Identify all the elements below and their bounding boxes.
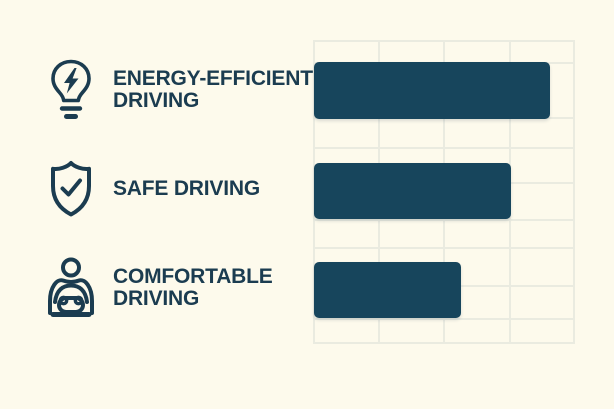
grid-line-vertical <box>573 40 575 344</box>
legend-label: ENERGY-EFFICIENT DRIVING <box>113 67 313 112</box>
shield-check-icon <box>44 159 98 219</box>
lightbulb-bolt-icon <box>44 58 98 122</box>
grid-line-horizontal <box>313 40 575 42</box>
grid-line-horizontal <box>313 218 575 221</box>
bar-chart <box>313 40 575 344</box>
grid-line-horizontal <box>313 317 575 320</box>
bar <box>314 62 550 120</box>
grid-line-horizontal <box>313 246 575 249</box>
grid-line-horizontal <box>313 147 575 150</box>
legend-item-energy-efficient-driving: ENERGY-EFFICIENT DRIVING <box>44 55 313 125</box>
grid-line-horizontal <box>313 342 575 344</box>
driver-icon <box>44 256 98 320</box>
legend-label: SAFE DRIVING <box>113 177 260 200</box>
legend-label: COMFORTABLE DRIVING <box>113 265 273 310</box>
legend-item-comfortable-driving: COMFORTABLE DRIVING <box>44 252 273 324</box>
legend-item-safe-driving: SAFE DRIVING <box>44 156 260 222</box>
bar <box>314 162 511 219</box>
bar <box>314 261 461 318</box>
